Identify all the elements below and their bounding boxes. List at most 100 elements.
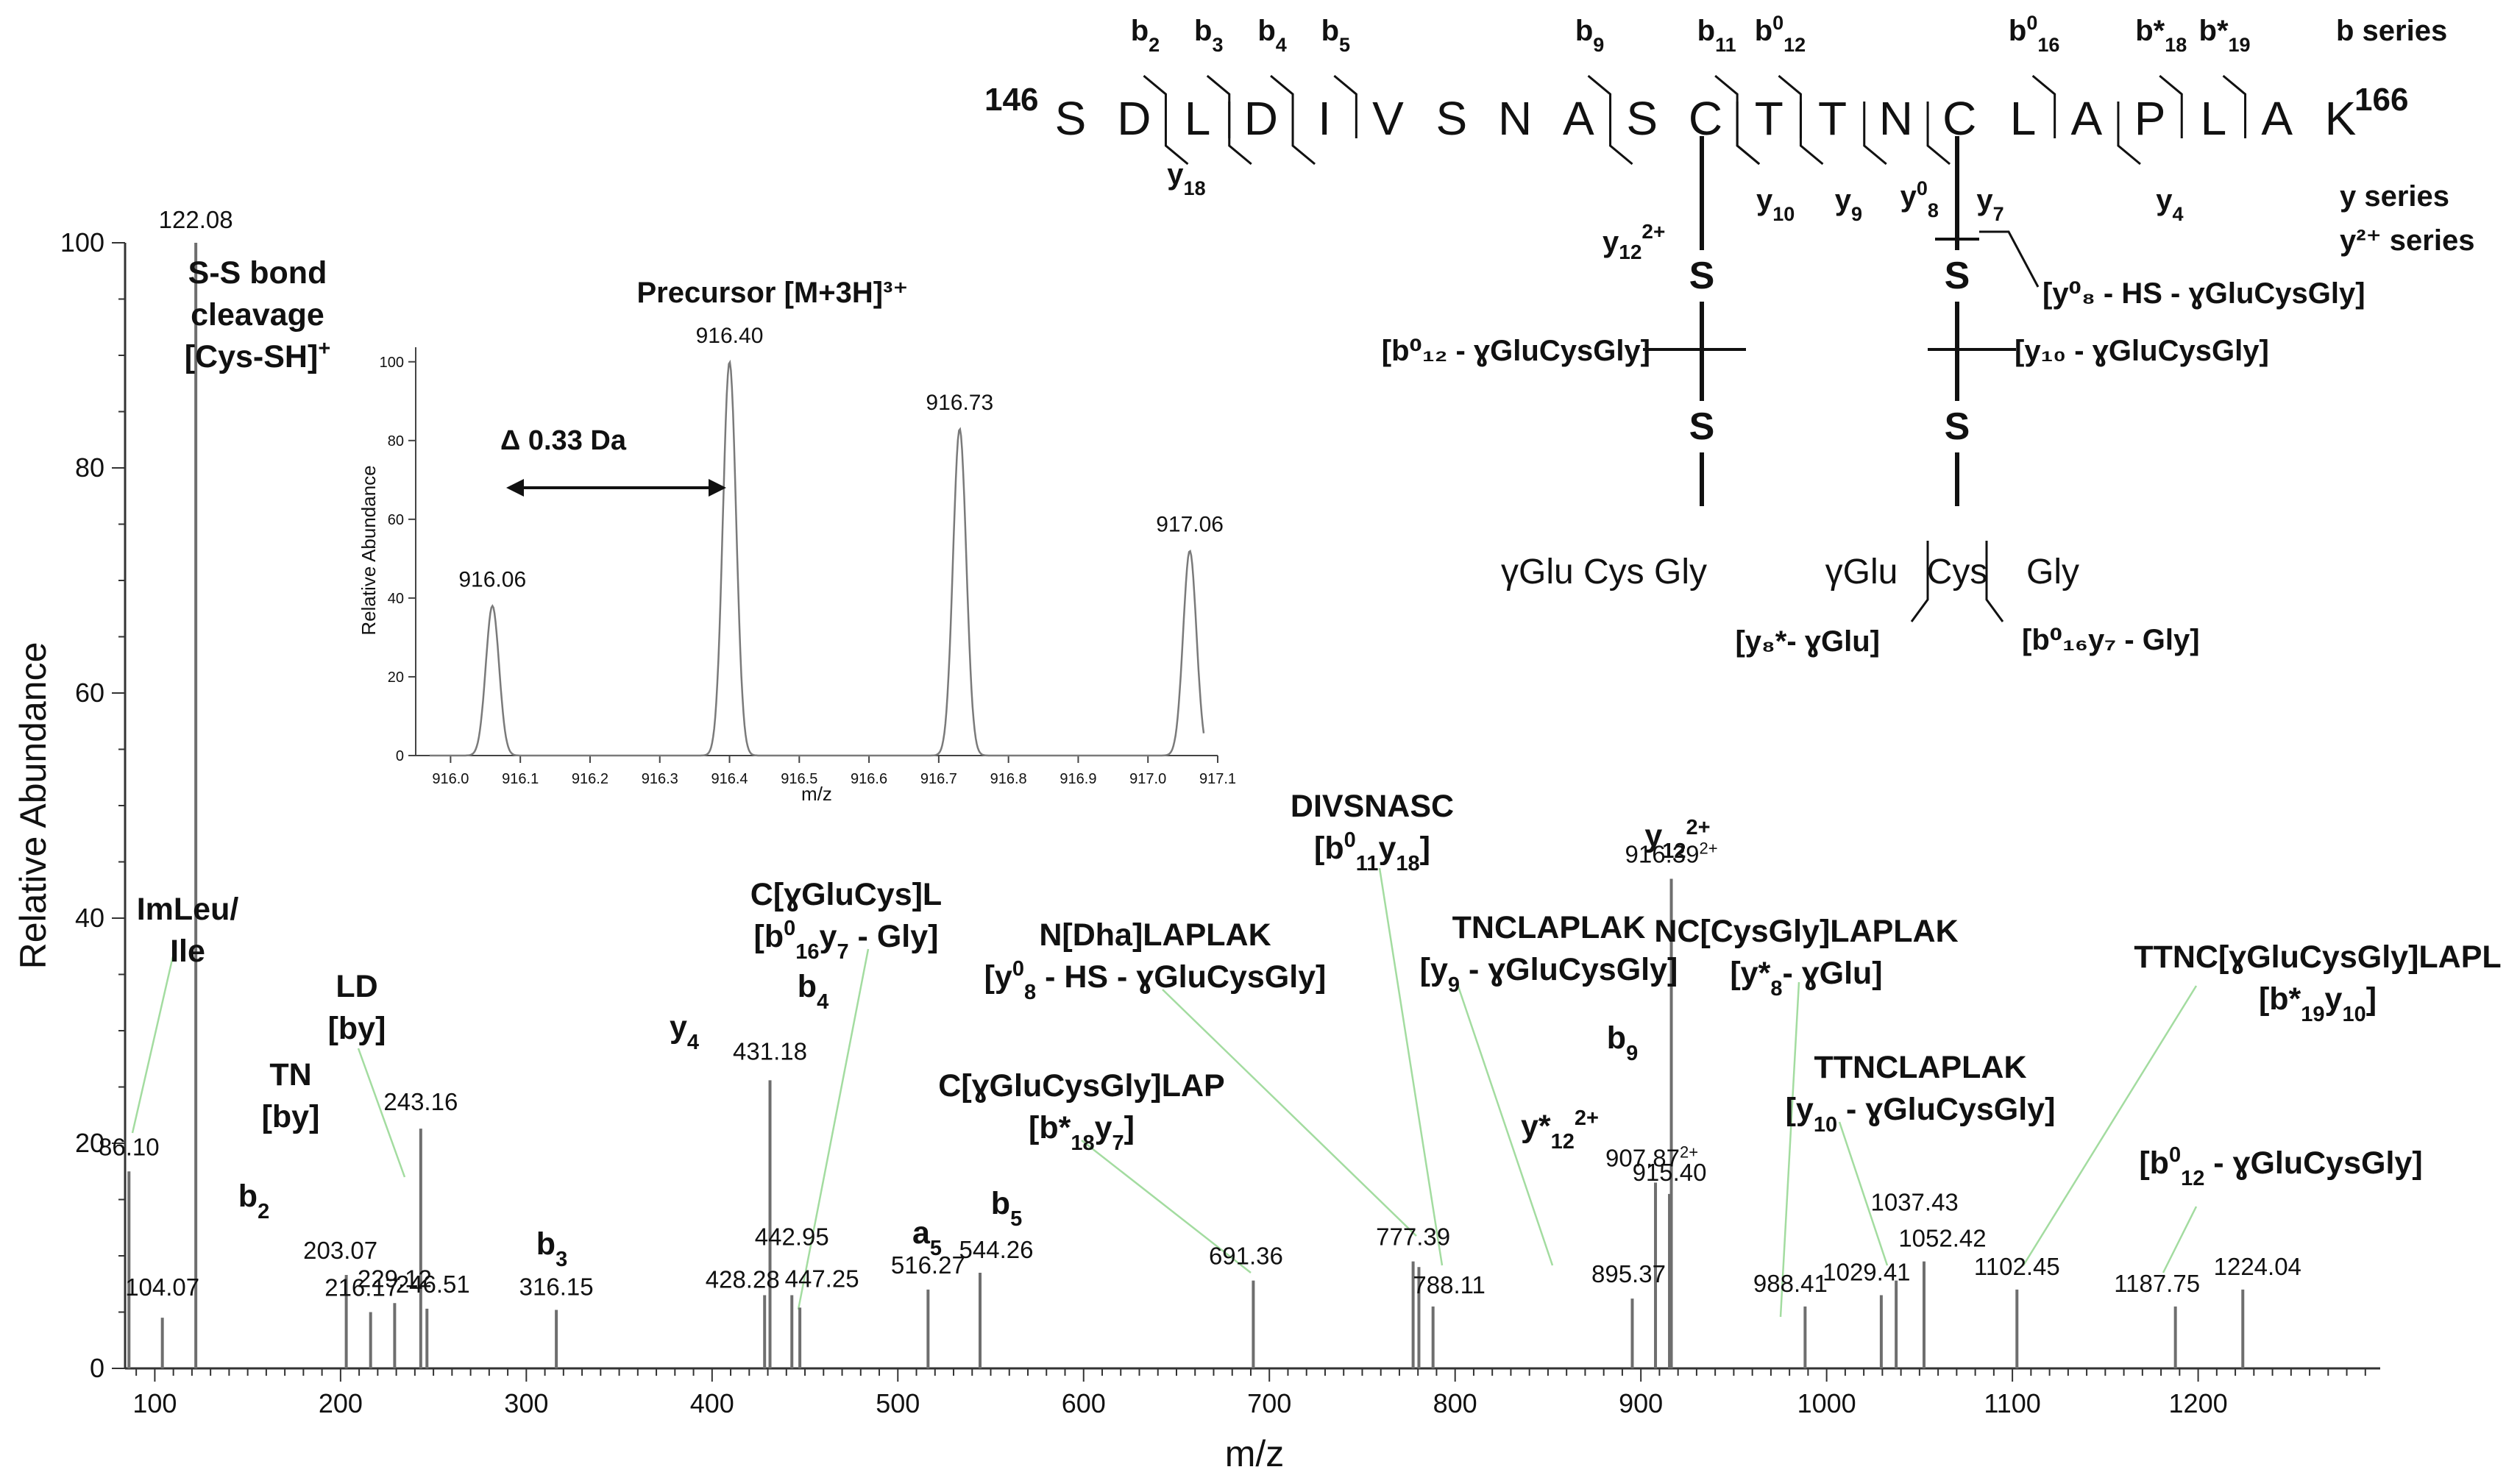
- sequence-residue: P: [2134, 92, 2166, 145]
- inset-peak-label: 917.06: [1156, 513, 1224, 537]
- fragment-annotation: [y08 - HS - ɣGluCysGly]: [984, 957, 1327, 1004]
- peak-label: 229.12: [358, 1265, 432, 1292]
- peak-label: 907.872+: [1605, 1143, 1698, 1172]
- y-ion-label: y08: [1900, 177, 1939, 221]
- inset-x-tick-label: 916.4: [711, 771, 748, 787]
- branch-2-bracket-left: [1910, 541, 1929, 622]
- y-cleavage-mark: [2117, 102, 2141, 166]
- annotation-leader: [1378, 867, 1444, 1266]
- sequence-residue: S: [1626, 92, 1658, 145]
- inset-x-tick-label: 916.9: [1060, 771, 1096, 787]
- y-cleavage-mark: [1291, 138, 1316, 166]
- peak-label: 442.95: [755, 1223, 829, 1251]
- fragment-annotation: [y10 - ɣGluCysGly]: [1786, 1092, 2056, 1137]
- y-cleavage-mark: [1863, 102, 1887, 166]
- inset-y-title: Relative Abundance: [358, 465, 380, 635]
- annotation-leader: [1455, 981, 1554, 1266]
- fragment-annotation: S-S bond: [188, 255, 327, 291]
- inset-x-tick-label: 916.6: [851, 771, 887, 787]
- b-ion-label: b5: [1321, 15, 1350, 56]
- branch-2-leader: [1979, 230, 2040, 288]
- fragment-annotation: LD: [336, 969, 377, 1004]
- main-spectrum-plot: 100 200 300 400 500 600 700 800 900 1000 1100 1200 …: [13, 206, 2380, 1474]
- x-axis-title: m/z: [1225, 1433, 1285, 1474]
- inset-peak-label: 916.73: [926, 391, 993, 415]
- fragment-annotation: Ile: [170, 934, 205, 969]
- b-ion-label: b012: [1755, 12, 1806, 56]
- branch-2-upper-label: [y⁰₈ - HS - ɣGluCysGly]: [2042, 277, 2365, 310]
- peak-label: 915.40: [1633, 1159, 1707, 1186]
- peak-label: 1029.41: [1822, 1259, 1910, 1286]
- peak-label: 788.11: [1413, 1271, 1485, 1298]
- fragment-annotation: y122+: [1644, 816, 1710, 863]
- inset-x-tick-label: 917.0: [1129, 771, 1166, 787]
- y-cleavage-mark: [1164, 138, 1189, 166]
- inset-x-tick-label: 916.7: [920, 771, 957, 787]
- x-tick-label: 700: [1247, 1388, 1291, 1418]
- fragment-annotation: TN: [269, 1057, 311, 1092]
- spectrum-peaks: [127, 243, 2245, 1368]
- inset-x-tick-label: 916.3: [642, 771, 678, 787]
- peak-label: 428.28: [706, 1266, 780, 1293]
- y-tick-label: 20: [75, 1128, 104, 1158]
- fragment-annotation: [y9 - ɣGluCysGly]: [1420, 952, 1678, 997]
- fragment-annotation: C[ɣGluCysGly]LAP: [938, 1068, 1224, 1104]
- y-ion-label: y4: [2156, 184, 2183, 225]
- fragment-annotation: TNCLAPLAK: [1452, 910, 1646, 945]
- sequence-residue: D: [1117, 92, 1151, 145]
- peak-label: 122.08: [159, 206, 233, 233]
- y-ion-label: y9: [1835, 184, 1862, 225]
- y-ion-labels: y18 y10 y9 y08 y7 y4: [1167, 158, 2183, 225]
- fragment-annotation: [Cys-SH]+: [185, 337, 331, 374]
- inset-x-ticks: 916.0 916.1 916.2 916.3 916.4 916.5 916.6 916.7…: [432, 756, 1236, 787]
- branch-2-frag-label: [y₁₀ - ɣGluCysGly]: [2015, 335, 2269, 367]
- peak-label: 1102.45: [1974, 1253, 2060, 1280]
- fragment-annotation: [b016y7 - Gly]: [754, 917, 939, 964]
- branch-1-mask-s2: [1681, 401, 1722, 452]
- inset-y-ticks: 0 20 40 60 80 100: [380, 355, 416, 764]
- annotation-leader: [357, 1048, 406, 1178]
- sequence-residue: L: [1185, 92, 1211, 145]
- branch-1-frag-label: [b⁰₁₂ - ɣGluCysGly]: [1382, 335, 1650, 367]
- b-cleavage-mark: [2159, 74, 2183, 138]
- peak-label: 431.18: [733, 1037, 807, 1065]
- peak-label: 447.25: [785, 1265, 859, 1292]
- y-ion-label: y10: [1756, 184, 1795, 225]
- branch-2-b16y7-label: [b⁰₁₆y₇ - Gly]: [2022, 624, 2200, 656]
- x-tick-label: 800: [1433, 1388, 1477, 1418]
- fragment-annotation: cleavage: [191, 297, 324, 333]
- y-axis-ticks: 0 20 40 60 80 100: [60, 227, 125, 1383]
- sequence-start-number: 146: [984, 82, 1038, 118]
- fragment-annotation: ImLeu/: [137, 892, 239, 927]
- b-cleavage-mark: [1270, 74, 1294, 138]
- inset-peak-label: 916.40: [696, 324, 764, 348]
- fragment-annotation: a5: [912, 1215, 942, 1260]
- b-ion-label: b*19: [2199, 15, 2251, 56]
- y2-series-legend: y²⁺ series: [2340, 224, 2474, 257]
- branch-2-bracket-right: [1985, 541, 2004, 622]
- sequence-residue: A: [2070, 92, 2102, 145]
- fragment-annotation: [by]: [328, 1011, 386, 1046]
- b-ion-label: b016: [2009, 12, 2060, 56]
- b-ion-label: b2: [1131, 15, 1160, 56]
- x-tick-label: 900: [1619, 1388, 1663, 1418]
- sequence-residue: K: [2325, 92, 2357, 145]
- peak-label: 895.37: [1591, 1260, 1666, 1287]
- annotation-leader: [2162, 1206, 2198, 1273]
- fragment-annotation: C[ɣGluCys]L: [750, 877, 942, 912]
- b-cleavage-mark: [1587, 74, 1612, 138]
- sequence-residue: V: [1372, 92, 1404, 145]
- peak-label: 246.51: [396, 1271, 470, 1298]
- branch-1-mask-s1: [1681, 250, 1722, 302]
- branch-2-mask-s1: [1937, 250, 1978, 302]
- inset-x-title: m/z: [801, 783, 832, 805]
- y-tick-label: 60: [75, 678, 104, 708]
- branch-2-sulfur-2: S: [1945, 405, 1970, 448]
- y-ion-label: y7: [1976, 184, 2003, 225]
- inset-peak-labels: 916.06 916.40 916.73 917.06: [458, 324, 1224, 592]
- x-tick-label: 100: [132, 1388, 177, 1418]
- peak-label: 1187.75: [2114, 1270, 2200, 1297]
- fragment-annotation: N[Dha]LAPLAK: [1039, 917, 1271, 953]
- b-cleavage-mark: [2222, 74, 2247, 138]
